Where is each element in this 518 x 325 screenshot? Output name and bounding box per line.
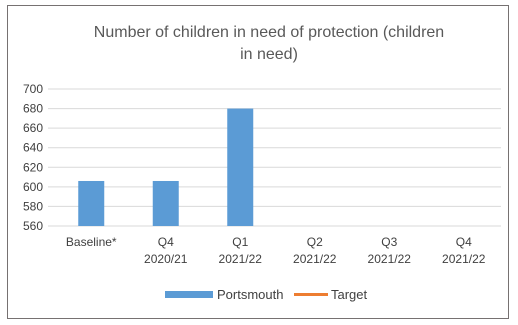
y-tick-label: 600 xyxy=(23,180,43,194)
bar-portsmouth xyxy=(227,108,254,226)
y-tick-label: 700 xyxy=(23,82,43,96)
legend-swatch-portsmouth xyxy=(165,291,213,298)
y-tick-label: 620 xyxy=(23,160,43,174)
chart-frame: Number of children in need of protection… xyxy=(7,5,509,319)
x-tick-label: Q2 2021/22 xyxy=(293,235,337,266)
x-tick-label: Q1 2021/22 xyxy=(219,235,263,266)
legend: Portsmouth Target xyxy=(165,287,368,302)
portsmouth-bars xyxy=(78,108,254,226)
x-axis-tick-labels: Baseline* Q4 2020/21 Q1 2021/22 Q2 2021/22 Q3 20… xyxy=(66,235,486,266)
legend-label-portsmouth: Portsmouth xyxy=(217,287,283,302)
x-tick-label: Baseline* xyxy=(66,235,117,249)
y-tick-label: 660 xyxy=(23,121,43,135)
chart: Number of children in need of protection… xyxy=(23,24,501,302)
x-tick-label: Q3 2021/22 xyxy=(368,235,412,266)
gridlines xyxy=(48,88,501,227)
y-tick-label: 640 xyxy=(23,141,43,155)
y-tick-label: 560 xyxy=(23,219,43,233)
chart-title-line-2: in need) xyxy=(240,46,298,63)
y-axis-tick-labels: 560 580 600 620 640 660 680 700 xyxy=(23,82,43,233)
x-tick-label: Q4 2021/22 xyxy=(442,235,486,266)
legend-label-target: Target xyxy=(331,287,368,302)
y-tick-label: 680 xyxy=(23,102,43,116)
bar-portsmouth xyxy=(152,180,179,226)
chart-title-line-1: Number of children in need of protection… xyxy=(94,24,444,41)
y-tick-label: 580 xyxy=(23,199,43,213)
x-tick-label: Q4 2020/21 xyxy=(144,235,188,266)
bar-portsmouth xyxy=(78,180,105,226)
